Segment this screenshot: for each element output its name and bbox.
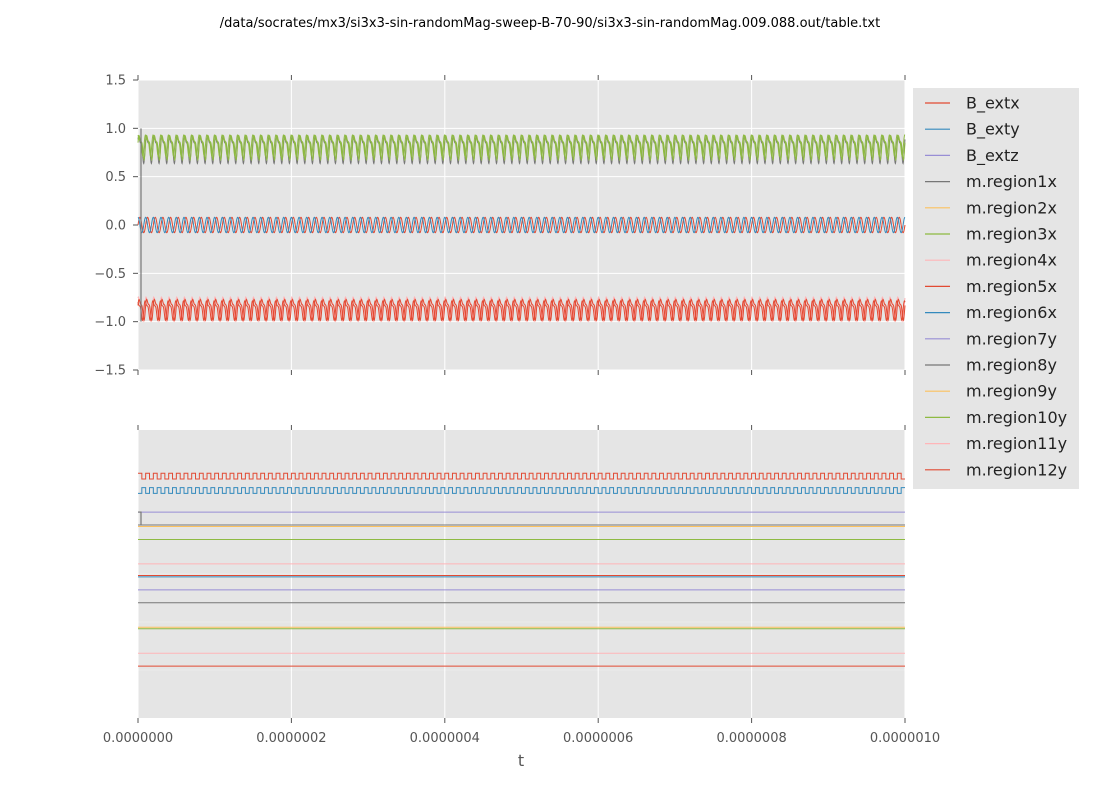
y-tick-label: 1.0	[105, 122, 126, 137]
y-tick-label: 1.5	[105, 74, 126, 89]
bottom-transient-step	[138, 511, 142, 526]
y-tick-label: −1.5	[94, 364, 126, 379]
legend-label: B_extx	[966, 94, 1020, 114]
x-tick-label: 0.0000010	[870, 731, 940, 746]
y-tick-label: −0.5	[94, 267, 126, 282]
chart-title: /data/socrates/mx3/si3x3-sin-randomMag-s…	[220, 16, 880, 31]
x-tick-label: 0.0000008	[716, 731, 786, 746]
legend-label: m.region4x	[966, 251, 1057, 270]
bottom-ticks: 0.0000000 0.0000002 0.0000004 0.0000006 0.00…	[103, 425, 940, 746]
x-tick-label: 0.0000006	[563, 731, 633, 746]
legend-label: B_extz	[966, 146, 1019, 166]
bottom-series-line-B_exty	[138, 487, 905, 494]
legend: B_extx B_exty B_extz m.region1x m.region2x m.…	[913, 88, 1079, 489]
legend-label: m.region9y	[966, 382, 1057, 401]
x-axis-label: t	[518, 751, 524, 770]
bottom-panel: 0.0000000 0.0000002 0.0000004 0.0000006 0.00…	[103, 425, 940, 770]
y-tick-label: 0.5	[105, 170, 126, 185]
bottom-series-group	[138, 472, 905, 667]
series-line-B_extx	[137, 216, 906, 234]
series-line-m.region10y	[137, 134, 906, 158]
y-tick-label: 0.0	[105, 219, 126, 234]
legend-label: m.region1x	[966, 172, 1057, 191]
legend-label: m.region7y	[966, 329, 1057, 348]
legend-label: m.region3x	[966, 225, 1057, 244]
legend-label: m.region10y	[966, 408, 1067, 427]
x-tick-label: 0.0000000	[103, 731, 173, 746]
bottom-series-line-B_extx	[138, 472, 905, 480]
series-line-m.region12y	[137, 300, 906, 322]
x-tick-label: 0.0000002	[256, 731, 326, 746]
legend-label: m.region11y	[966, 434, 1067, 453]
legend-items: B_extx B_exty B_extz m.region1x m.region2x m.…	[925, 94, 1067, 479]
legend-label: m.region12y	[966, 460, 1067, 479]
y-tick-label: −1.0	[94, 315, 126, 330]
x-tick-label: 0.0000004	[410, 731, 480, 746]
legend-label: m.region2x	[966, 198, 1057, 217]
top-ticks: 1.5 1.0 0.5 0.0 −0.5 −1.0 −1.5	[94, 74, 906, 379]
legend-label: m.region8y	[966, 356, 1057, 375]
series-line-B_exty	[137, 216, 906, 234]
legend-label: m.region6x	[966, 303, 1057, 322]
top-series-group	[137, 128, 906, 323]
top-panel: 1.5 1.0 0.5 0.0 −0.5 −1.0 −1.5	[94, 74, 906, 379]
legend-label: m.region5x	[966, 277, 1057, 296]
legend-label: B_exty	[966, 120, 1020, 140]
